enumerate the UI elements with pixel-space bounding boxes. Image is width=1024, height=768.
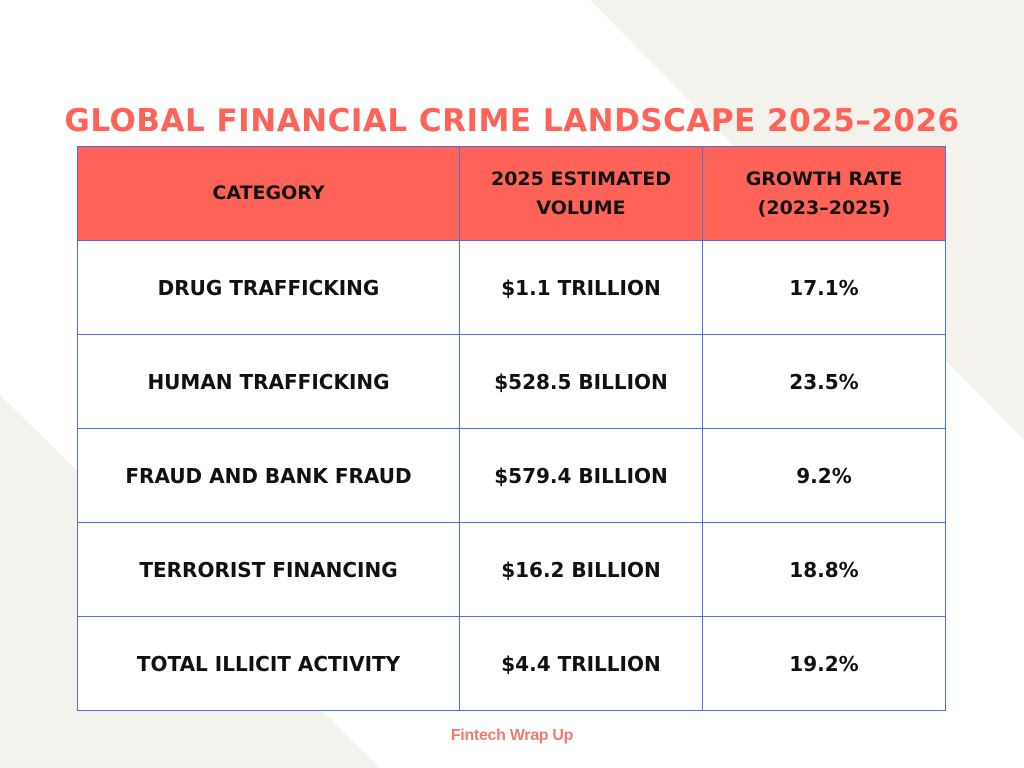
table-row: Human Trafficking $528.5 billion 23.5%: [77, 334, 946, 429]
table-row: Total Illicit Activity $4.4 trillion 19.…: [77, 616, 946, 711]
table-header-row: Category 2025 Estimated Volume Growth Ra…: [77, 146, 946, 241]
cell-category: Fraud and Bank Fraud: [77, 428, 460, 523]
cell-category: Human Trafficking: [77, 334, 460, 429]
cell-category: Drug Trafficking: [77, 240, 460, 335]
table-row: Terrorist Financing $16.2 billion 18.8%: [77, 522, 946, 617]
cell-growth: 19.2%: [702, 616, 946, 711]
header-growth-rate: Growth Rate (2023–2025): [702, 146, 946, 241]
table-row: Drug Trafficking $1.1 trillion 17.1%: [77, 240, 946, 335]
header-estimated-volume: 2025 Estimated Volume: [459, 146, 703, 241]
cell-growth: 17.1%: [702, 240, 946, 335]
cell-volume: $4.4 trillion: [459, 616, 703, 711]
cell-category: Terrorist Financing: [77, 522, 460, 617]
crime-table: Category 2025 Estimated Volume Growth Ra…: [77, 146, 946, 711]
header-category: Category: [77, 146, 460, 241]
page-title: Global Financial Crime Landscape 2025–20…: [64, 102, 960, 139]
cell-growth: 23.5%: [702, 334, 946, 429]
cell-volume: $16.2 billion: [459, 522, 703, 617]
table-row: Fraud and Bank Fraud $579.4 billion 9.2%: [77, 428, 946, 523]
cell-growth: 9.2%: [702, 428, 946, 523]
cell-volume: $579.4 billion: [459, 428, 703, 523]
cell-volume: $528.5 billion: [459, 334, 703, 429]
footer-brand: Fintech Wrap Up: [450, 727, 574, 744]
cell-category: Total Illicit Activity: [77, 616, 460, 711]
cell-volume: $1.1 trillion: [459, 240, 703, 335]
cell-growth: 18.8%: [702, 522, 946, 617]
